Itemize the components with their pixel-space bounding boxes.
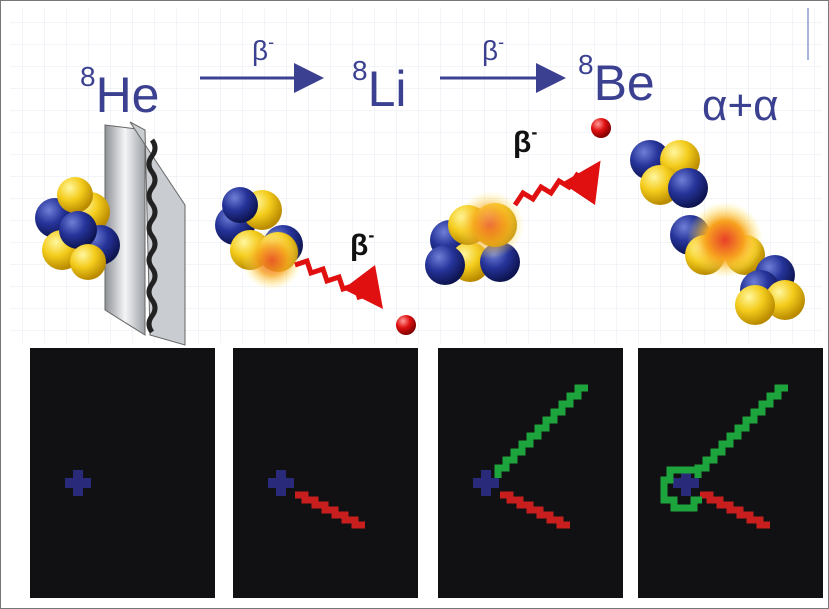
charge: - [498, 32, 504, 52]
electron [396, 315, 416, 335]
products: α+α [702, 81, 779, 130]
detector-panel [233, 348, 418, 598]
detector-panel [438, 348, 623, 598]
label: β [350, 229, 368, 262]
symbol: Li [368, 61, 407, 117]
label: β [482, 35, 498, 66]
label: β [252, 35, 268, 66]
label: β [513, 126, 531, 159]
symbol: Be [594, 55, 655, 111]
mass: 8 [80, 61, 96, 92]
symbol: He [96, 67, 160, 123]
detector-panel [30, 348, 215, 598]
mass: 8 [578, 49, 594, 80]
figure: 8He β- 8Li β- 8Be α+α β- β- [0, 0, 829, 609]
charge: - [368, 225, 374, 245]
charge: - [531, 122, 537, 142]
electron [591, 118, 611, 138]
detector-panel [638, 348, 823, 598]
mass: 8 [352, 55, 368, 86]
charge: - [268, 32, 274, 52]
